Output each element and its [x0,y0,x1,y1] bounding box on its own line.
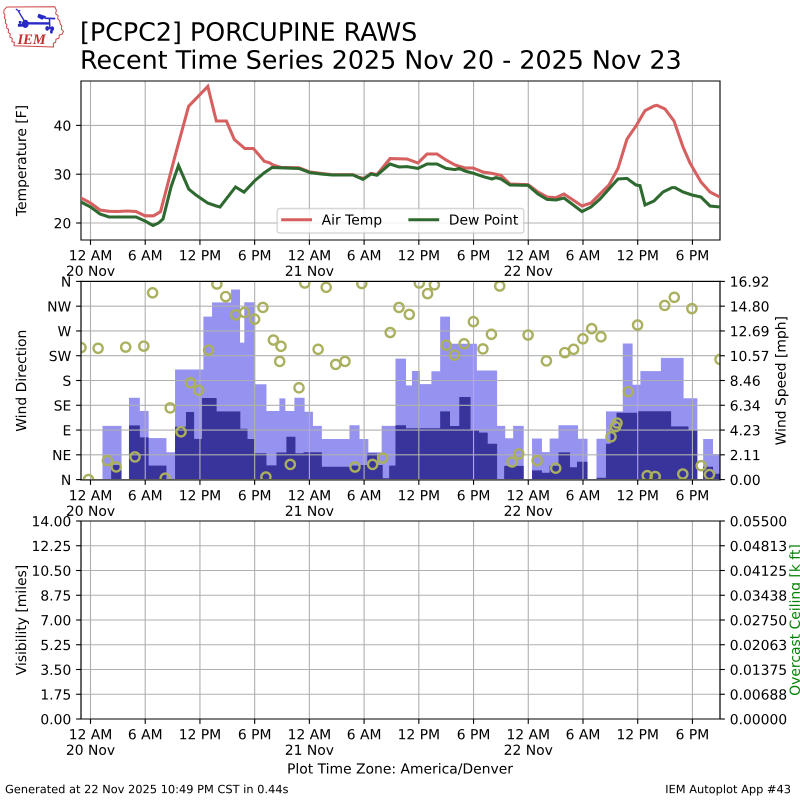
svg-text:IEM: IEM [17,32,47,48]
